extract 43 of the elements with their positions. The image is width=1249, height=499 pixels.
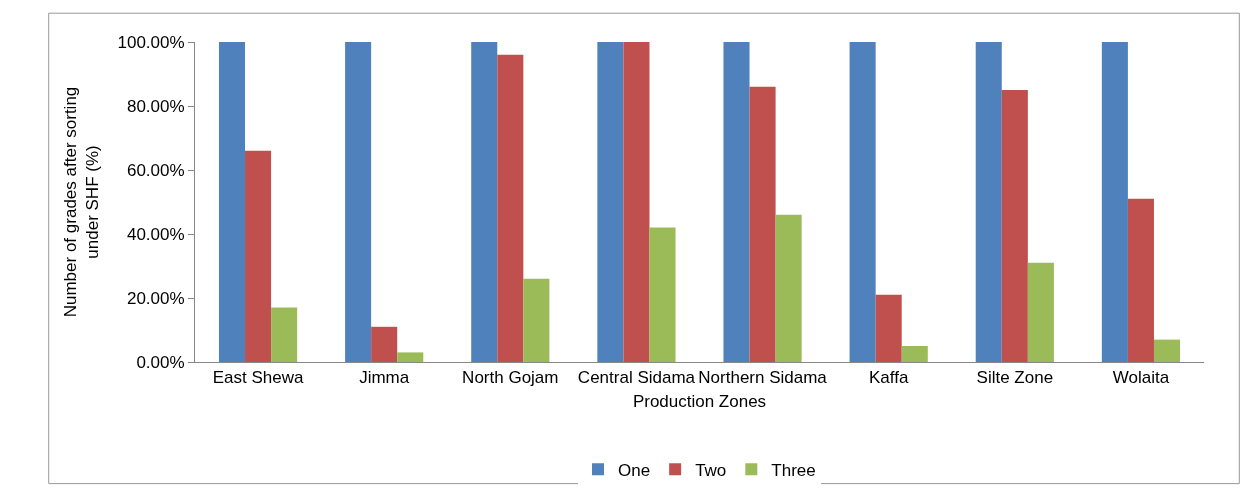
y-tick-label: 0.00% — [136, 352, 185, 372]
bar — [1001, 90, 1028, 362]
bar — [1153, 339, 1181, 362]
legend-label: Two — [695, 460, 727, 480]
y-axis-title: Number of grades after sorting under SHF (%) — [60, 86, 103, 318]
bar — [245, 150, 272, 362]
x-tick-label: Jimma — [359, 368, 410, 388]
y-tick-label: 80.00% — [126, 96, 185, 116]
bar — [397, 352, 424, 362]
bar — [497, 54, 524, 362]
y-tick-label: 20.00% — [126, 288, 185, 308]
legend-label: Three — [771, 460, 816, 480]
bar — [901, 346, 928, 362]
x-tick-label: Wolaita — [1112, 368, 1170, 388]
bar — [1101, 42, 1128, 362]
bar — [723, 42, 750, 362]
bar — [1027, 262, 1054, 362]
x-tick-label: North Gojam — [462, 368, 559, 388]
bar — [218, 42, 246, 362]
bar — [775, 214, 802, 362]
x-tick-label: Silte Zone — [976, 368, 1054, 388]
x-tick-label: Central Sidama — [577, 368, 696, 388]
legend-label: One — [618, 460, 651, 480]
bar — [975, 42, 1002, 362]
bar — [345, 42, 372, 362]
bar — [1127, 198, 1154, 362]
x-tick-label: Northern Sidama — [698, 368, 828, 388]
x-axis-title: Production Zones — [632, 391, 767, 411]
x-tick-label: Kaffa — [868, 368, 909, 388]
bar — [649, 227, 676, 362]
bar — [523, 278, 550, 362]
bar — [849, 42, 876, 362]
y-tick-label: 100.00% — [117, 32, 185, 52]
bar — [875, 294, 902, 362]
x-tick-label: East Shewa — [212, 368, 304, 388]
bar — [271, 307, 298, 362]
bar — [749, 86, 776, 362]
bar — [597, 42, 624, 362]
bar — [623, 42, 650, 362]
bar — [471, 42, 498, 362]
y-tick-label: 40.00% — [126, 224, 185, 244]
y-tick-label: 60.00% — [126, 160, 185, 180]
bar — [371, 326, 398, 362]
